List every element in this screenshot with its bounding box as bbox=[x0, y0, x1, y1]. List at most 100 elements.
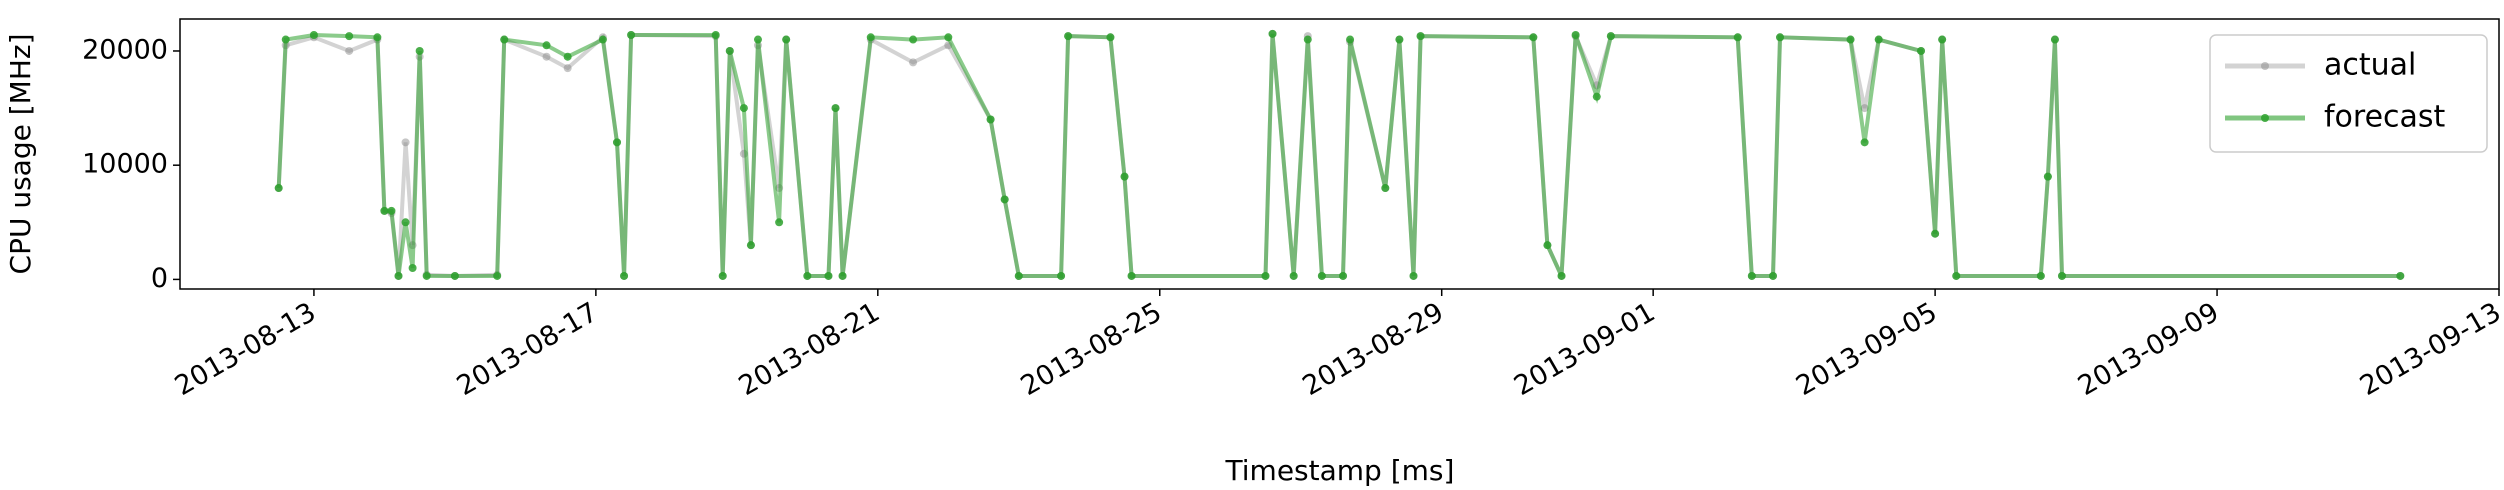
x-tick-label: 2013-09-05 bbox=[1791, 297, 1942, 402]
point bbox=[373, 33, 382, 42]
point bbox=[345, 32, 354, 41]
point bbox=[542, 41, 551, 50]
legend-label: forecast bbox=[2324, 100, 2446, 135]
point bbox=[2036, 271, 2045, 280]
point bbox=[739, 104, 748, 113]
x-tick-label: 2013-08-17 bbox=[452, 297, 603, 402]
point bbox=[1000, 195, 1009, 204]
point bbox=[1776, 33, 1785, 42]
point bbox=[613, 138, 622, 147]
point bbox=[401, 218, 410, 227]
point bbox=[725, 46, 734, 55]
point bbox=[500, 35, 509, 44]
point bbox=[1931, 229, 1940, 238]
point bbox=[711, 30, 720, 39]
x-tick-label: 2013-09-13 bbox=[2355, 297, 2504, 402]
point bbox=[831, 104, 840, 113]
point bbox=[944, 33, 953, 42]
point bbox=[782, 35, 791, 44]
point bbox=[415, 46, 424, 55]
y-tick-label: 10000 bbox=[82, 149, 168, 180]
x-axis-label: Timestamp [ms] bbox=[1225, 454, 1455, 487]
point bbox=[1747, 271, 1756, 280]
point bbox=[909, 58, 918, 67]
point bbox=[1289, 271, 1298, 280]
point bbox=[563, 52, 572, 61]
series-forecast bbox=[274, 29, 2405, 280]
y-tick-label: 0 bbox=[151, 263, 168, 294]
y-tick-label: 20000 bbox=[82, 34, 168, 65]
point bbox=[281, 35, 290, 44]
point bbox=[408, 263, 417, 272]
point bbox=[1106, 33, 1115, 42]
point bbox=[1339, 271, 1348, 280]
point bbox=[753, 35, 762, 44]
point bbox=[1938, 35, 1947, 44]
point bbox=[422, 271, 431, 280]
legend-box bbox=[2209, 34, 2488, 153]
point bbox=[563, 64, 572, 73]
point bbox=[1317, 271, 1326, 280]
point bbox=[1127, 271, 1136, 280]
point bbox=[1014, 271, 1023, 280]
point bbox=[746, 241, 755, 250]
point bbox=[309, 30, 318, 39]
point bbox=[2050, 35, 2059, 44]
x-tick-label: 2013-09-01 bbox=[1509, 297, 1660, 402]
point bbox=[394, 271, 403, 280]
point bbox=[1395, 35, 1404, 44]
legend-marker bbox=[2261, 114, 2269, 122]
legend-marker bbox=[2261, 62, 2269, 70]
point bbox=[1557, 271, 1566, 280]
point bbox=[387, 206, 396, 215]
point bbox=[775, 218, 784, 227]
point bbox=[274, 184, 283, 193]
x-tick-label: 2013-08-25 bbox=[1016, 297, 1167, 402]
y-axis-label: CPU usage [MHz] bbox=[4, 34, 37, 275]
point bbox=[1543, 241, 1552, 250]
point bbox=[1303, 35, 1312, 44]
point bbox=[1346, 35, 1355, 44]
point bbox=[1120, 172, 1129, 181]
point bbox=[1529, 33, 1538, 42]
point bbox=[620, 271, 629, 280]
point bbox=[542, 52, 551, 61]
point bbox=[909, 35, 918, 44]
point bbox=[803, 271, 812, 280]
line bbox=[276, 32, 2401, 279]
point bbox=[401, 138, 410, 147]
x-tick-label: 2013-09-09 bbox=[2073, 297, 2224, 402]
point bbox=[1952, 271, 1961, 280]
point bbox=[1874, 35, 1883, 44]
point bbox=[1846, 35, 1855, 44]
point bbox=[1057, 271, 1066, 280]
point bbox=[824, 271, 833, 280]
point bbox=[1571, 30, 1580, 39]
point bbox=[1733, 33, 1742, 42]
point bbox=[1917, 46, 1926, 55]
plot-frame bbox=[179, 18, 2500, 290]
point bbox=[1268, 29, 1277, 38]
point bbox=[1860, 138, 1869, 147]
point bbox=[1606, 32, 1615, 41]
x-tick-label: 2013-08-21 bbox=[734, 297, 885, 402]
point bbox=[1416, 32, 1425, 41]
point bbox=[450, 271, 459, 280]
x-tick-label: 2013-08-29 bbox=[1298, 297, 1449, 402]
point bbox=[2396, 271, 2405, 280]
point bbox=[1064, 32, 1073, 41]
x-tick-label: 2013-08-13 bbox=[170, 297, 321, 402]
point bbox=[838, 271, 847, 280]
point bbox=[2043, 172, 2052, 181]
point bbox=[1409, 271, 1418, 280]
point bbox=[1860, 104, 1869, 113]
series-actual bbox=[274, 29, 2405, 280]
point bbox=[986, 115, 995, 124]
point bbox=[2057, 271, 2066, 280]
point bbox=[718, 271, 727, 280]
line bbox=[276, 32, 2401, 278]
point bbox=[380, 206, 389, 215]
point bbox=[1261, 271, 1270, 280]
point bbox=[1768, 271, 1777, 280]
